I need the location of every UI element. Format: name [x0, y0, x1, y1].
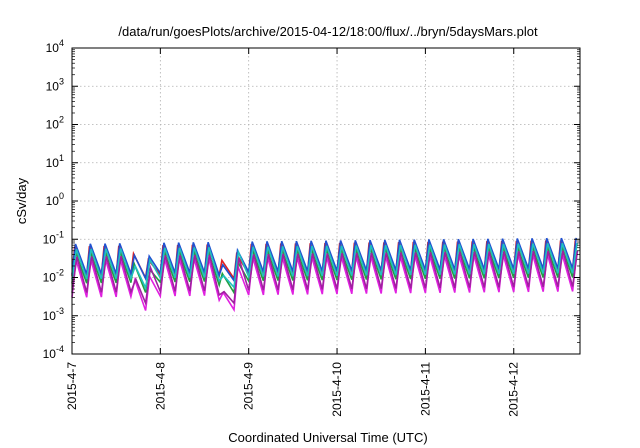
- y-tick-label: 104: [46, 38, 64, 55]
- y-axis: 10-4 10-3 10-2 10-1 100 101 102 103 104: [43, 38, 580, 361]
- y-tick-label: 10-1: [43, 229, 64, 246]
- x-tick-label: 2015-4-10: [330, 362, 344, 417]
- series-line: [71, 242, 578, 291]
- y-axis-label: cSv/day: [14, 177, 29, 224]
- y-tick-label: 10-4: [43, 344, 64, 361]
- x-tick-label: 2015-4-11: [418, 362, 432, 416]
- y-tick-label: 102: [46, 115, 64, 132]
- x-tick-label: 2015-4-7: [65, 362, 79, 410]
- x-tick-label: 2015-4-8: [153, 362, 167, 410]
- chart-title: /data/run/goesPlots/archive/2015-04-12/1…: [118, 24, 538, 39]
- plot-series: [71, 237, 579, 313]
- x-axis-label: Coordinated Universal Time (UTC): [228, 430, 427, 445]
- x-tick-label: 2015-4-12: [507, 362, 521, 417]
- series-line: [71, 237, 577, 283]
- x-axis: 2015-4-7 2015-4-8 2015-4-9 2015-4-10 2015-4-…: [65, 48, 521, 417]
- y-tick-label: 101: [46, 153, 64, 170]
- y-tick-label: 100: [46, 191, 64, 208]
- y-tick-label: 10-2: [43, 268, 64, 285]
- series-line: [71, 250, 579, 307]
- y-tick-label: 103: [46, 76, 64, 93]
- grid-lines: [72, 48, 580, 354]
- x-tick-label: 2015-4-9: [242, 362, 256, 410]
- y-tick-label: 10-3: [43, 306, 64, 323]
